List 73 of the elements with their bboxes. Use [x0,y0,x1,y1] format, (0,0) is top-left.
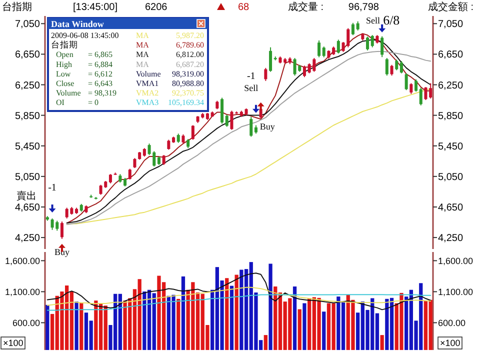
y2-tick-label: 6,650 [438,50,464,61]
y-axis-title: ×100 [3,338,24,348]
annotation: MA [136,31,150,40]
y-tick-label: 1,600.00 [4,256,40,266]
y-tick-label: 4,250 [14,233,40,244]
y-tick-label: 7,050 [14,19,40,30]
annotation: 80,988.80 [172,79,204,88]
y2-tick-label: 1,600.00 [438,256,474,266]
y2-tick-label: 4,650 [438,202,464,214]
line-series [46,286,432,306]
annotation: 台指期 [51,40,78,50]
annotation: MA [136,50,150,60]
annotation: Low [56,69,71,78]
annotation: VMA2 [136,88,159,98]
annotation: Buy [54,246,70,257]
y2-tick-label: 5,450 [438,141,464,152]
y2-tick-label: 4,250 [438,233,464,244]
y-tick-label: 1,100.00 [4,287,40,298]
y2-axis-title: ×100 [440,338,460,348]
text: 68 [238,2,250,13]
annotation: Sell [366,15,381,26]
annotation: High [56,60,72,69]
y2-tick-label: 600.00 [438,318,466,328]
annotation: 6,812.00 [176,50,204,60]
y-tick-label: 5,450 [14,141,40,152]
line-series [46,294,432,311]
annotation: OI [56,98,65,108]
y-tick-label: 6,250 [14,80,40,92]
y2-tick-label: 7,050 [438,19,464,30]
y-tick-label: 5,050 [14,172,40,183]
text: [13:45:00] [73,2,118,13]
annotation: -1 [246,70,256,82]
annotation: Open [56,50,74,60]
annotation: Sell [244,82,259,93]
annotation: Close [56,79,75,88]
annotation: VMA3 [136,98,159,108]
annotation: -1 [48,182,56,194]
annotation: 6,789.60 [176,40,204,50]
annotation: = 6,612 [88,69,113,78]
text: 賣出 [16,190,36,202]
text: 96,798 [348,2,380,13]
annotation: 92,370.75 [172,88,204,98]
annotation: = 6,865 [88,50,113,60]
annotation: 6/8 [383,12,400,28]
annotation: = 6,643 [88,79,113,88]
y-tick-label: 6,650 [14,50,40,61]
annotation: = 6,884 [88,60,113,69]
annotation: Volume [56,88,82,98]
annotation: Volume [136,69,162,78]
annotation: Data Window [51,19,104,29]
annotation: = 0 [88,98,99,108]
y-tick-label: 600.00 [12,318,40,328]
y2-tick-label: 5,050 [438,172,464,183]
y2-tick-label: 5,850 [438,110,464,122]
y-tick-label: 4,650 [14,202,40,214]
text: 6206 [145,2,168,13]
annotation: 2009-06-08 13:45:00 [51,31,119,40]
text: 成交金額 : [428,1,474,13]
annotation: 98,319.00 [172,69,204,78]
y2-tick-label: 1,100.00 [438,287,474,298]
annotation: MA [136,60,150,69]
annotation: 6,687.20 [176,60,204,69]
annotation: VMA1 [136,79,159,88]
annotation: Buy [260,121,276,132]
annotation: 105,169.34 [168,98,204,108]
line-series [46,272,432,310]
text: 台指期 [2,1,32,13]
text: 成交量 : [288,1,324,13]
annotation: = 98,319 [88,88,117,98]
annotation: MA [136,40,150,50]
y-tick-label: 5,850 [14,110,40,122]
annotation: 5,987.20 [176,31,204,40]
y2-tick-label: 6,250 [438,80,464,92]
